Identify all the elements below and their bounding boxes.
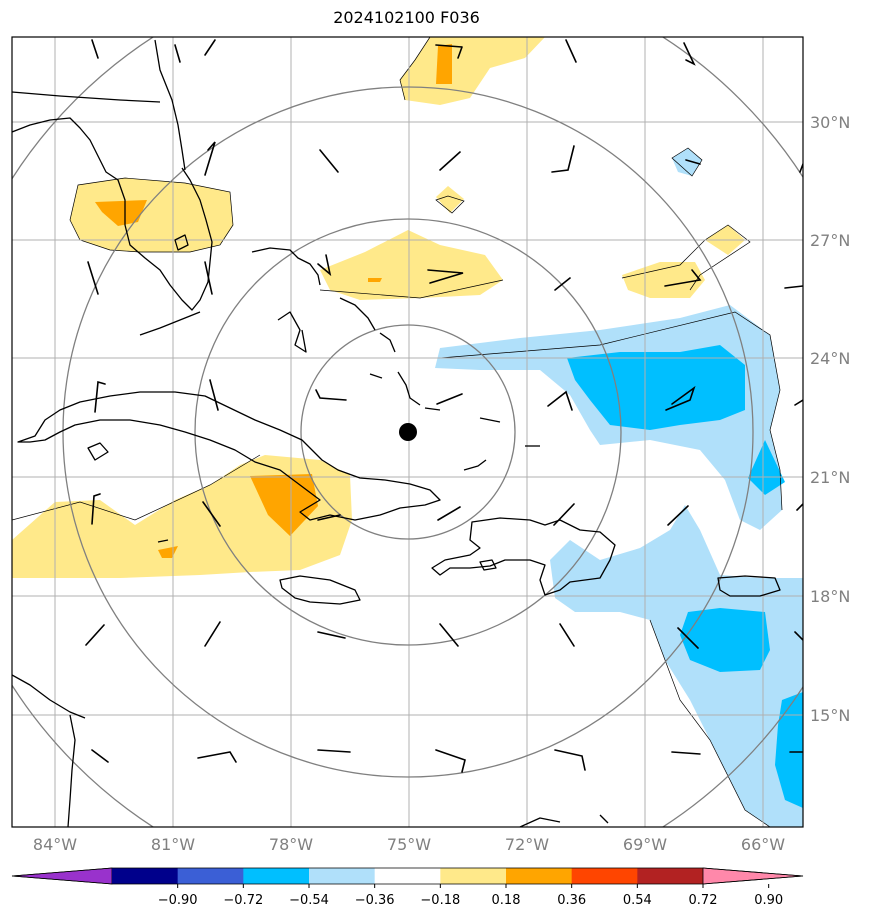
range-rings	[12, 37, 803, 827]
lon-label: 84°W	[33, 835, 77, 854]
colorbar-segment	[440, 868, 507, 884]
colorbar-label: 0.54	[623, 893, 652, 908]
colorbar-label: 0.90	[754, 893, 783, 908]
wind-barbs	[85, 39, 803, 773]
colorbar-extend-low	[11, 867, 113, 885]
colorbar-segment	[637, 868, 704, 884]
colorbar: −0.90 −0.72 −0.54 −0.36 −0.18 0.18 0.36 0.54 0.7…	[11, 867, 804, 908]
lat-label: 27°N	[810, 231, 850, 250]
colorbar-segment	[112, 868, 179, 884]
colorbar-segment	[374, 868, 441, 884]
colorbar-label: −0.90	[158, 893, 198, 908]
colorbar-label: −0.36	[355, 893, 395, 908]
colorbar-frame	[11, 867, 804, 885]
colorbar-segment	[506, 868, 573, 884]
lat-label: 18°N	[810, 587, 850, 606]
latitude-labels: 30°N 27°N 24°N 21°N 18°N 15°N	[810, 113, 850, 725]
map-title: 2024102100 F036	[333, 8, 480, 27]
strong-positive-anomaly-fill	[95, 44, 452, 558]
colorbar-segment	[571, 868, 638, 884]
lon-label: 81°W	[151, 835, 195, 854]
colorbar-label: 0.36	[557, 893, 586, 908]
strong-negative-anomaly-fill	[567, 345, 803, 808]
map-frame	[11, 36, 804, 828]
storm-center-marker	[399, 423, 417, 441]
colorbar-segment	[243, 868, 310, 884]
colorbar-label: −0.18	[420, 893, 460, 908]
map-panel	[12, 37, 803, 827]
lon-label: 69°W	[623, 835, 667, 854]
colorbar-label: −0.72	[223, 893, 263, 908]
lon-label: 66°W	[741, 835, 785, 854]
anomaly-contours	[12, 37, 783, 827]
longitude-labels: 84°W 81°W 78°W 75°W 72°W 69°W 66°W	[33, 835, 785, 854]
coastlines	[12, 39, 781, 827]
lat-label: 21°N	[810, 468, 850, 487]
lat-label: 24°N	[810, 349, 850, 368]
lat-label: 30°N	[810, 113, 850, 132]
lat-label: 15°N	[810, 706, 850, 725]
lon-label: 75°W	[387, 835, 431, 854]
colorbar-extend-high	[702, 867, 804, 885]
colorbar-label: −0.54	[289, 893, 329, 908]
colorbar-segment	[309, 868, 376, 884]
lon-label: 72°W	[505, 835, 549, 854]
positive-anomaly-fill	[12, 37, 745, 578]
colorbar-segment	[177, 868, 244, 884]
lon-label: 78°W	[269, 835, 313, 854]
negative-anomaly-fill	[435, 148, 803, 827]
colorbar-label: 0.72	[689, 893, 718, 908]
colorbar-label: 0.18	[492, 893, 521, 908]
